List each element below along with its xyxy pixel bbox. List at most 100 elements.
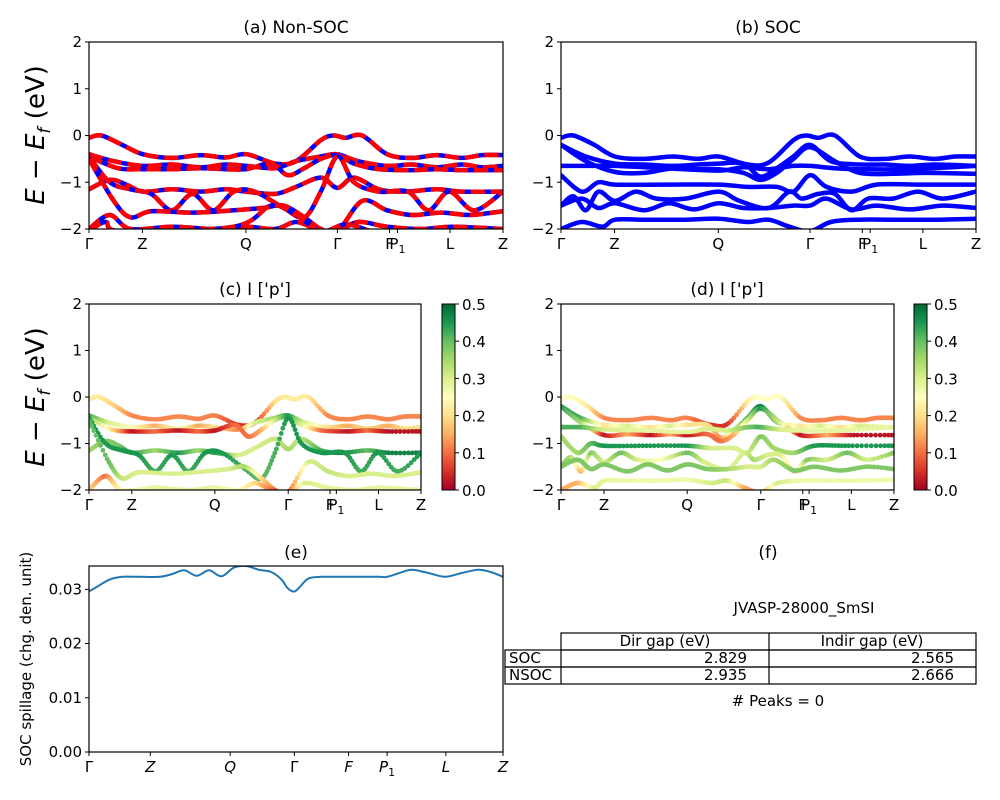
projection-point: [266, 465, 272, 471]
projection-point: [389, 429, 395, 434]
projection-point: [277, 491, 282, 496]
projection-point: [659, 428, 665, 434]
colorbar-tick-label: 0.1: [934, 445, 958, 463]
ytick-label: 2: [72, 295, 82, 313]
xtick-label: Z: [144, 758, 156, 776]
panel-b-soc-bands: 210−1−2Γ Z Q Γ FP1 L Z: [532, 33, 981, 256]
projection-point: [651, 443, 657, 449]
projection-point: [177, 471, 183, 476]
band-line-spin-up: [89, 152, 503, 178]
projection-point: [757, 489, 759, 490]
band-line: [561, 196, 976, 213]
panel-a-ylabel: E − Ef (eV): [21, 65, 55, 205]
projection-point: [878, 477, 883, 483]
band-line-spin-up: [89, 132, 503, 167]
xtick-label: Q: [209, 496, 221, 514]
projection-point: [666, 455, 672, 461]
projection-point: [645, 428, 651, 433]
ytick-label: −2: [60, 220, 82, 238]
projection-point: [632, 443, 638, 449]
panel-c-ylabel: E − Ef (eV): [21, 327, 55, 467]
panel-d-title: (d) I ['p']: [690, 280, 763, 300]
projection-point: [98, 443, 103, 448]
projection-point: [660, 443, 665, 449]
projection-point: [89, 424, 95, 429]
projection-point: [879, 454, 885, 460]
projection-point: [402, 465, 408, 471]
xtick-label: Γ: [557, 235, 566, 253]
projection-point: [854, 443, 860, 449]
axes-frame: [560, 41, 977, 230]
colorbar-tick-label: 0.3: [934, 370, 958, 388]
projection-point: [628, 443, 634, 449]
projection-point: [170, 471, 176, 477]
axes-frame: [560, 303, 895, 491]
spillage-line: [89, 566, 503, 593]
panel-c-title: (c) I ['p']: [219, 280, 291, 300]
projection-point: [863, 478, 869, 483]
projection-point: [184, 470, 190, 476]
projection-point: [879, 425, 884, 431]
projection-point: [675, 443, 681, 449]
xtick-label: Z: [127, 496, 137, 514]
projection-point: [152, 470, 158, 476]
projection-point: [617, 443, 622, 449]
ytick-label: −2: [532, 481, 554, 499]
panel-d-colorbar: 0.5 0.4 0.3 0.2 0.1 0.0: [913, 296, 958, 500]
xtick-label: L: [847, 496, 856, 514]
projection-point: [409, 450, 415, 456]
xtick-label: Γ: [757, 496, 766, 514]
projection-point: [294, 431, 299, 437]
projection-point: [163, 471, 169, 476]
projection-point: [832, 428, 837, 433]
table-row-soc-dir-gap: 2.829: [704, 649, 747, 667]
xtick-label: L: [919, 235, 928, 253]
xtick-label: Z: [137, 235, 147, 253]
ytick-label: 0.01: [49, 689, 82, 707]
projection-point: [291, 423, 296, 428]
panel-b-title: (b) SOC: [735, 18, 801, 38]
projection-point: [102, 452, 108, 458]
projection-point: [279, 489, 282, 490]
projection-point: [280, 490, 285, 495]
projection-point: [642, 478, 648, 484]
table-row-nsoc-label: NSOC: [509, 666, 552, 684]
projection-point: [666, 429, 672, 434]
projection-point: [847, 427, 852, 433]
projection-point: [160, 471, 165, 476]
projection-point: [397, 429, 403, 434]
ytick-label: 1: [544, 342, 554, 360]
projection-point: [865, 426, 871, 432]
panel-e-title: (e): [284, 543, 308, 563]
projection-point: [846, 443, 852, 449]
projection-point: [283, 490, 288, 495]
projection-point: [860, 478, 865, 484]
projection-point: [868, 432, 874, 438]
projection-point: [397, 450, 403, 456]
ytick-label: −2: [60, 481, 82, 499]
ytick-label: 0.00: [49, 743, 82, 761]
projection-point: [882, 432, 887, 438]
xtick-label: Γ: [85, 758, 94, 776]
colorbar-tick-label: 0.1: [462, 445, 486, 463]
projection-point: [272, 450, 278, 456]
ytick-label: 1: [72, 342, 82, 360]
projection-point: [280, 425, 286, 431]
xtick-label: Q: [681, 496, 693, 514]
ytick-label: −1: [532, 173, 554, 191]
projection-point: [275, 441, 281, 447]
projection-point: [864, 443, 869, 449]
xtick-label: Q: [712, 235, 724, 253]
projection-point: [386, 485, 392, 490]
projection-point: [825, 428, 831, 434]
projection-point: [636, 443, 642, 449]
peaks-count-label: # Peaks = 0: [732, 692, 824, 710]
xtick-label: P1: [379, 758, 395, 779]
ytick-label: −1: [532, 435, 554, 453]
band-line-spin-up: [89, 203, 371, 229]
projection-point: [870, 478, 876, 483]
xtick-label: F: [858, 235, 867, 253]
band-line: [561, 216, 976, 229]
xtick-label: Z: [971, 235, 981, 253]
